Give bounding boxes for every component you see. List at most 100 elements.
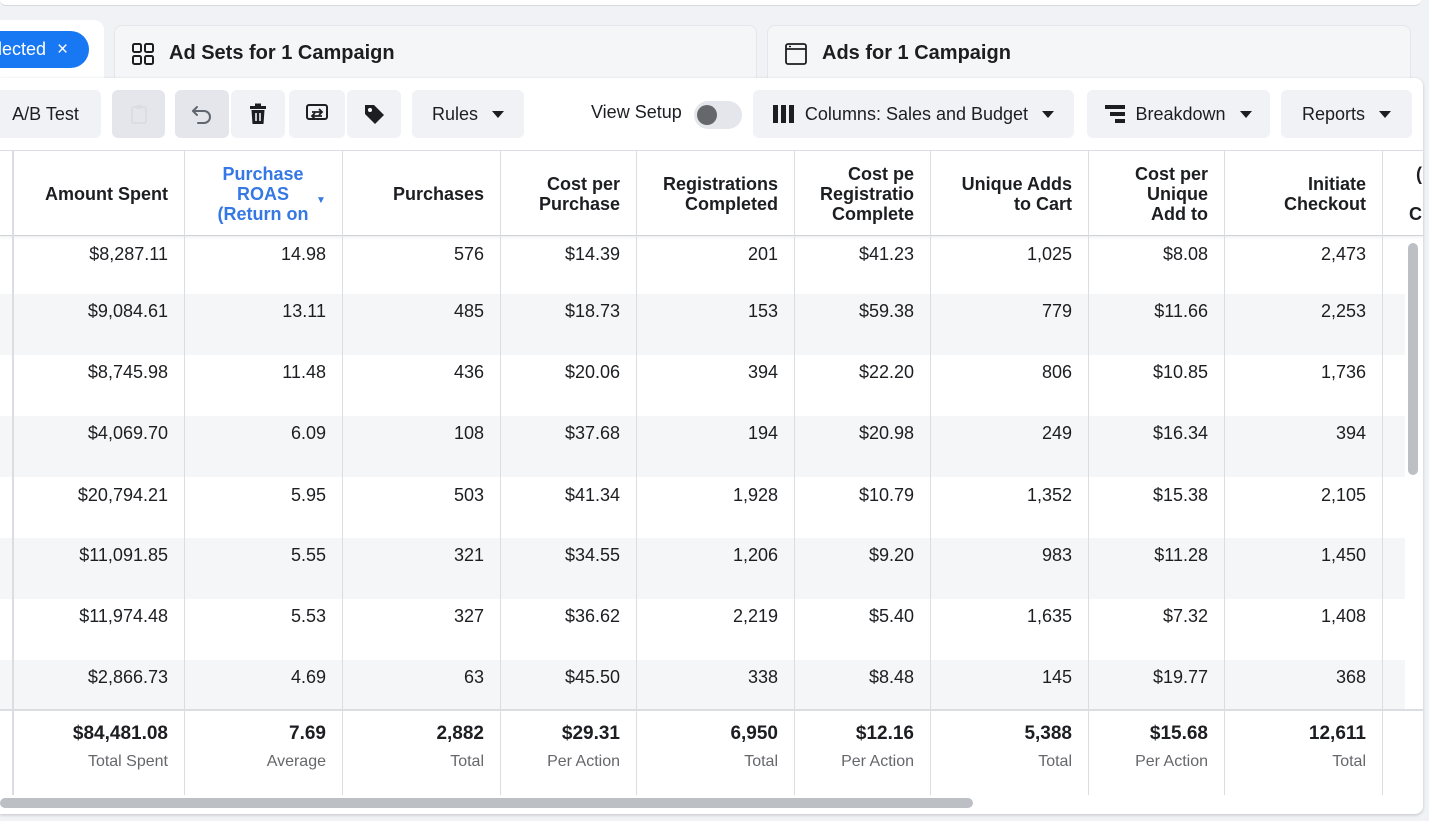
view-setup-toggle[interactable] [694, 101, 742, 129]
column-divider[interactable] [794, 150, 795, 795]
column-divider[interactable] [930, 150, 931, 795]
total-label: Total [1332, 753, 1366, 770]
table-cell: 13.11 [282, 301, 326, 321]
tag-icon [365, 105, 384, 124]
total-value: 2,882 [436, 723, 484, 744]
total-cell: $15.68 Per Action [1088, 723, 1224, 771]
table-cell: 6.09 [290, 423, 326, 443]
table-cell: $11,974.48 [79, 606, 168, 626]
ab-test-button[interactable]: A/B Test [0, 90, 101, 138]
table-cell: $59.38 [858, 301, 914, 321]
ab-compare-button[interactable] [289, 90, 345, 138]
table-cell: $7.32 [1162, 606, 1208, 626]
column-header-purchase-roas[interactable]: Purchase ROAS (Return on ▼ [184, 151, 342, 237]
table-cell: 327 [453, 606, 484, 626]
undo-icon [192, 106, 211, 124]
table-cell: 1,928 [732, 485, 778, 505]
table-cell: $19.77 [1152, 667, 1208, 687]
table-cell: $11.28 [1154, 545, 1208, 565]
column-header-registrations-completed[interactable]: Registrations Completed [636, 151, 794, 237]
column-divider[interactable] [636, 150, 637, 795]
table-cell: $4,069.70 [87, 423, 168, 443]
table-cell: 338 [747, 667, 778, 687]
ab-test-label: A/B Test [12, 103, 79, 124]
column-divider[interactable] [342, 150, 343, 795]
table-cell: $9,084.61 [87, 301, 168, 321]
table-cell: $10.85 [1152, 362, 1208, 382]
rules-label: Rules [431, 103, 479, 124]
total-cell: $29.31 Per Action [500, 723, 636, 771]
paste-button[interactable] [112, 90, 165, 138]
column-header-amount-spent[interactable]: Amount Spent [14, 151, 184, 237]
table-row[interactable]: $4,069.70 6.09 108 $37.68 194 $20.98 249 $16.34… [0, 416, 1405, 477]
columns-dropdown[interactable]: Columns: Sales and Budget [753, 90, 1074, 138]
table-cell: 2,253 [1320, 301, 1366, 321]
table-cell: $11,091.85 [79, 545, 168, 565]
table-cell: $41.23 [858, 244, 914, 264]
table-cell: $11.66 [1154, 301, 1208, 321]
selected-filter-chip[interactable]: lected × [0, 31, 89, 68]
table-row[interactable]: $8,287.11 14.98 576 $14.39 201 $41.23 1,025 $8.… [0, 237, 1405, 298]
total-cell: $84,481.08 Total Spent [14, 723, 184, 771]
table-cell: $8.48 [868, 667, 914, 687]
column-header-label: Unique Adds to Cart [961, 174, 1072, 214]
undo-button[interactable] [175, 90, 229, 138]
tab-ads[interactable]: Ads for 1 Campaign [767, 25, 1411, 81]
column-header-cost-per-purchase[interactable]: Cost per Purchase [500, 151, 636, 237]
rules-dropdown[interactable]: Rules [412, 90, 524, 138]
table-cell: $41.34 [564, 485, 620, 505]
column-divider[interactable] [500, 150, 501, 795]
column-header-initiate-checkout[interactable]: Initiate Checkout [1224, 151, 1382, 237]
table-cell: $22.20 [858, 362, 914, 382]
column-divider[interactable] [1224, 150, 1225, 795]
reports-dropdown[interactable]: Reports [1281, 90, 1412, 138]
trash-icon [250, 103, 266, 124]
table-cell: 201 [747, 244, 778, 264]
total-label: Per Action [1135, 753, 1208, 770]
view-setup-label: View Setup [591, 102, 682, 122]
close-icon[interactable]: × [57, 39, 69, 60]
breakdown-dropdown[interactable]: Breakdown [1087, 90, 1270, 138]
total-label: Total Spent [87, 753, 168, 770]
table-row[interactable]: $11,091.85 5.55 321 $34.55 1,206 $9.20 983 $11.… [0, 538, 1405, 599]
tab-ad-sets-label: Ad Sets for 1 Campaign [169, 42, 395, 64]
tag-button[interactable] [347, 90, 401, 138]
table-cell: 145 [1041, 667, 1072, 687]
table-cell: 2,105 [1320, 485, 1366, 505]
vertical-scrollbar[interactable] [1408, 243, 1418, 475]
table-cell: 63 [463, 667, 484, 687]
column-header-purchases[interactable]: Purchases [342, 151, 500, 237]
column-divider[interactable] [184, 150, 185, 795]
toggle-knob [697, 105, 717, 125]
column-divider[interactable] [1382, 150, 1383, 795]
chevron-down-icon [1379, 110, 1392, 118]
column-header-cost-per-registration[interactable]: Cost pe Registratio Complete [794, 151, 930, 237]
table-cell: $16.34 [1152, 423, 1208, 443]
column-header-label: Cost pe Registratio Complete [819, 164, 914, 224]
horizontal-scrollbar[interactable] [0, 798, 973, 808]
total-label: Total [744, 753, 778, 770]
total-label: Total [1038, 753, 1072, 770]
delete-button[interactable] [231, 90, 285, 138]
column-header-label: Initiate Checkout [1283, 174, 1366, 214]
column-divider[interactable] [1088, 150, 1089, 795]
table-cell: 2,219 [732, 606, 778, 626]
column-header-unique-adds-to-cart[interactable]: Unique Adds to Cart [930, 151, 1088, 237]
table-cell: $10.79 [858, 485, 914, 505]
table-row[interactable]: $9,084.61 13.11 485 $18.73 153 $59.38 779 $11.6… [0, 294, 1405, 355]
tab-ads-label: Ads for 1 Campaign [822, 42, 1011, 64]
total-label: Per Action [841, 753, 914, 770]
reports-label: Reports [1301, 103, 1366, 124]
table-cell: 321 [453, 545, 484, 565]
table-cell: 4.69 [290, 667, 326, 687]
table-row[interactable]: $11,974.48 5.53 327 $36.62 2,219 $5.40 1,635 $7… [0, 599, 1405, 660]
table-row[interactable]: $20,794.21 5.95 503 $41.34 1,928 $10.79 1,352 $… [0, 478, 1405, 539]
column-header-cost-per-unique-add[interactable]: Cost per Unique Add to [1088, 151, 1224, 237]
table-cell: 108 [453, 423, 484, 443]
table-row[interactable]: $8,745.98 11.48 436 $20.06 394 $22.20 806 $10.8… [0, 355, 1405, 416]
total-cell: $12.16 Per Action [794, 723, 930, 771]
grid-icon [132, 42, 154, 65]
table-cell: 14.98 [280, 244, 326, 264]
total-value: 6,950 [730, 723, 778, 744]
tab-ad-sets[interactable]: Ad Sets for 1 Campaign [114, 25, 757, 81]
